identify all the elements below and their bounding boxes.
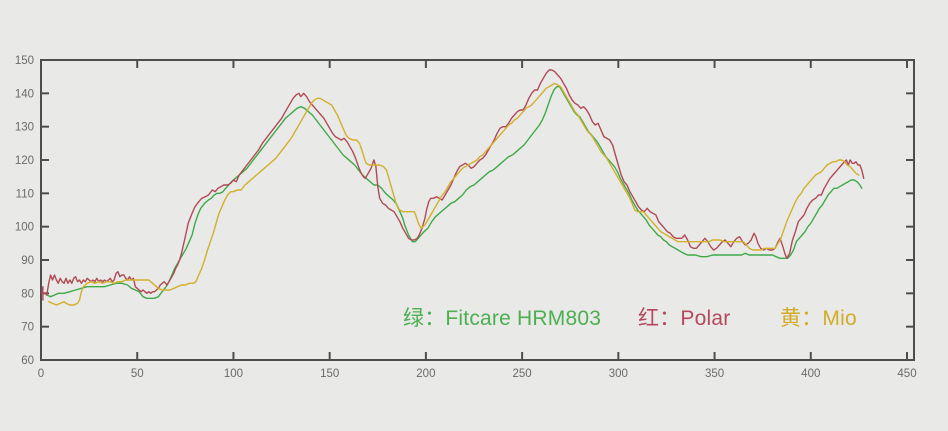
legend-label-polar: 红：Polar [638, 307, 731, 330]
x-tick-label: 400 [801, 368, 820, 380]
x-tick-label: 350 [705, 368, 724, 380]
y-tick-label: 140 [15, 88, 34, 100]
y-tick-label: 130 [15, 122, 34, 134]
legend-item-polar: 红：Polar [638, 302, 730, 332]
y-tick-label: 80 [21, 288, 34, 300]
x-tick-label: 150 [320, 368, 339, 380]
y-tick-label: 90 [21, 255, 34, 267]
series-line-polar [41, 69, 865, 301]
x-tick-label: 100 [224, 368, 243, 380]
legend-item-mio: 黄：Mio [780, 302, 857, 332]
y-tick-label: 120 [15, 155, 34, 167]
legend-item-fitcare: 绿：Fitcare HRM803 [403, 302, 601, 332]
series-line-fitcare-hrm803 [46, 85, 863, 299]
y-tick-label: 110 [16, 188, 34, 200]
legend-label-mio: 黄：Mio [780, 307, 857, 330]
y-tick-label: 150 [15, 55, 34, 67]
y-tick-label: 70 [21, 322, 34, 334]
x-tick-label: 50 [131, 368, 144, 380]
series-line-mio [48, 82, 860, 306]
x-tick-label: 250 [513, 368, 532, 380]
x-tick-label: 300 [609, 368, 628, 380]
legend-label-fitcare: 绿：Fitcare HRM803 [403, 307, 602, 330]
x-tick-label: 0 [38, 368, 44, 380]
y-tick-label: 100 [15, 222, 34, 234]
axes-box [40, 59, 915, 361]
x-tick-label: 450 [897, 368, 916, 380]
x-tick-label: 200 [416, 368, 435, 380]
y-tick-label: 60 [21, 355, 34, 367]
